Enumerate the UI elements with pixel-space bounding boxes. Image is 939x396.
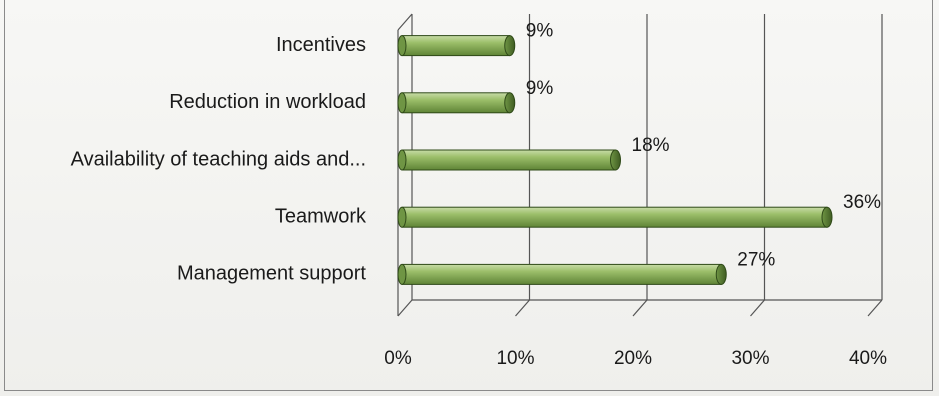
bar-cap — [610, 149, 621, 171]
category-label: Reduction in workload — [169, 91, 366, 113]
x-tick-label: 30% — [731, 348, 769, 369]
bar-cap — [504, 35, 516, 57]
bar-body — [401, 149, 616, 171]
bar-body — [401, 35, 511, 57]
bar-body — [401, 263, 722, 285]
x-tick-label: 20% — [614, 348, 652, 369]
value-label: 36% — [843, 192, 881, 213]
bar — [397, 206, 833, 228]
chart-frame — [4, 0, 933, 391]
gridline — [867, 299, 883, 317]
bar-cap — [504, 92, 516, 114]
category-label: Availability of teaching aids and... — [71, 148, 366, 170]
x-tick-label: 40% — [849, 348, 887, 369]
bar-cap — [821, 206, 833, 228]
category-label: Teamwork — [275, 205, 367, 227]
bar-base — [397, 206, 407, 228]
bar-base — [397, 35, 407, 57]
gridline — [750, 299, 765, 317]
gridline — [515, 299, 530, 317]
labels: 0% 10% 20% 30% 40% Incentives 9% Reduction in w… — [71, 21, 887, 369]
category-label: Management support — [177, 263, 366, 285]
bar-body — [401, 206, 828, 228]
bar — [397, 35, 516, 57]
bar-body — [401, 92, 511, 114]
gridline — [397, 299, 413, 317]
bar-base — [397, 92, 407, 114]
bar — [397, 149, 621, 171]
value-label: 9% — [526, 21, 554, 42]
bar-base — [397, 149, 407, 171]
bar-cap — [715, 263, 727, 285]
category-label: Incentives — [276, 34, 366, 56]
bar — [397, 263, 727, 285]
bar-base — [397, 263, 407, 285]
grid — [397, 13, 883, 317]
value-label: 27% — [737, 249, 775, 270]
left-wall-top — [397, 13, 413, 31]
x-tick-label: 0% — [384, 348, 412, 369]
bars — [397, 35, 833, 285]
bar — [397, 92, 516, 114]
value-label: 9% — [526, 78, 554, 99]
x-tick-label: 10% — [496, 348, 534, 369]
value-label: 18% — [632, 135, 670, 156]
gridline — [632, 299, 648, 317]
